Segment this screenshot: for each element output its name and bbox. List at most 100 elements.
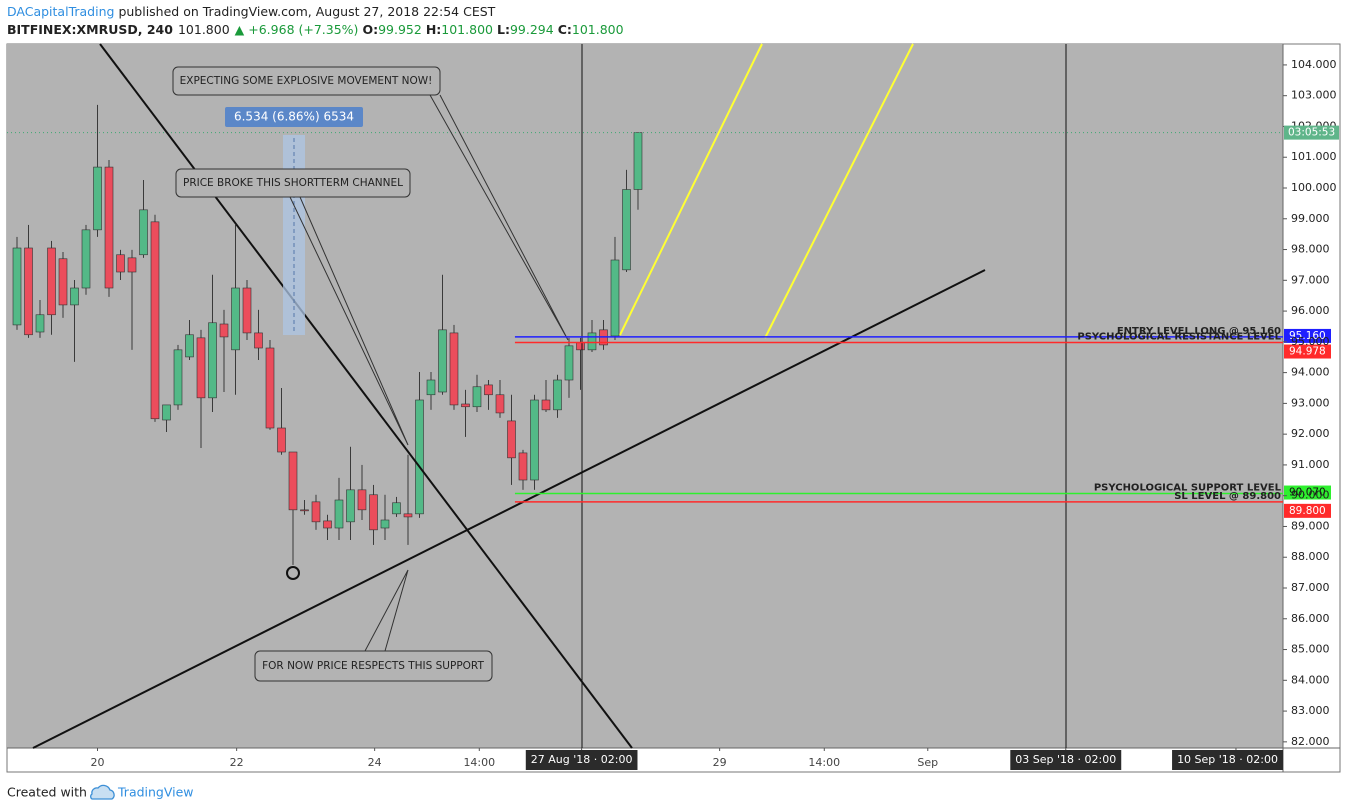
candle-body	[139, 209, 148, 256]
callout-text: FOR NOW PRICE RESPECTS THIS SUPPORT	[262, 660, 484, 672]
candle-body	[357, 489, 367, 511]
y-tick-label: 101.000	[1291, 150, 1337, 163]
candle-body	[564, 345, 574, 381]
candle-body	[633, 132, 643, 190]
candle-body	[553, 379, 562, 411]
support-line	[32, 269, 986, 749]
x-tick-box	[525, 750, 638, 770]
candle-body	[495, 394, 505, 414]
candle-body	[484, 384, 493, 396]
candle-body	[426, 379, 436, 396]
callout-box	[175, 168, 411, 198]
candle-body	[403, 513, 413, 518]
candle-body	[449, 332, 459, 406]
level-label: 94.978	[1289, 346, 1326, 358]
candle-body	[438, 329, 447, 393]
candle-body	[185, 334, 194, 358]
measure-label: 6.534 (6.86%) 6534	[234, 110, 354, 124]
y-tick-label: 90.000	[1291, 489, 1330, 502]
author[interactable]: DACapitalTrading	[7, 4, 114, 19]
y-tick-label: 91.000	[1291, 458, 1330, 471]
published: published on TradingView.com, August 27,…	[118, 4, 495, 19]
level-text: PSYCHOLOGICAL SUPPORT LEVEL	[1094, 483, 1282, 494]
candle-body	[208, 322, 217, 399]
callout-text: PRICE BROKE THIS SHORTTERM CHANNEL	[183, 177, 403, 189]
level-label-box	[1284, 328, 1331, 343]
level-text: ENTRY LEVEL LONG @ 95.160	[1117, 326, 1281, 337]
y-tick-label: 86.000	[1291, 612, 1330, 625]
callout-pointer	[364, 569, 409, 652]
y-tick-label: 95.000	[1291, 335, 1330, 348]
x-tick-box	[1010, 750, 1122, 770]
y-tick-label: 83.000	[1291, 704, 1330, 717]
o-label: O:	[362, 22, 378, 37]
candle-body	[392, 502, 401, 515]
level-label-box	[1284, 503, 1331, 518]
y-tick-label: 94.000	[1291, 366, 1330, 379]
candle-body	[576, 342, 585, 351]
level-label: 90.070	[1289, 487, 1326, 499]
candle-body	[610, 259, 620, 337]
candle-body	[173, 349, 183, 406]
y-tick-label: 99.000	[1291, 212, 1330, 225]
y-tick-label: 100.000	[1291, 181, 1337, 194]
candle-body	[196, 337, 206, 399]
x-tick-label: 14:00	[808, 756, 840, 769]
level-text: PSYCHOLOGICAL RESISTANCE LEVEL	[1077, 332, 1281, 343]
level-label: 95.160	[1289, 330, 1326, 342]
x-tick-label: 20	[91, 756, 105, 769]
candle-body	[150, 221, 160, 420]
level-label: 89.800	[1289, 505, 1326, 517]
y-tick-label: 98.000	[1291, 243, 1330, 256]
candle-body	[323, 520, 332, 529]
candle-body	[81, 229, 91, 289]
candle-body	[93, 166, 102, 231]
candle-body	[58, 258, 68, 306]
x-tick-label: 24	[368, 756, 382, 769]
level-text: SL LEVEL @ 89.800	[1174, 491, 1281, 502]
x-tick-label: 10 Sep '18 · 02:00	[1177, 753, 1278, 766]
channel-line	[99, 43, 633, 749]
candle-body	[265, 347, 275, 429]
candle-body	[530, 399, 539, 481]
candle-body	[116, 254, 125, 273]
c-label: C:	[558, 22, 572, 37]
candle-body	[242, 287, 252, 334]
candle-body	[311, 501, 321, 523]
measure-label-box	[225, 107, 363, 127]
callout-pointer	[289, 196, 409, 446]
symbol: BITFINEX:XMRUSD, 240	[7, 22, 173, 37]
level-label-box	[1284, 344, 1331, 359]
footer-brand[interactable]: TradingView	[117, 785, 194, 800]
publish-line: DACapitalTrading published on TradingView…	[7, 4, 496, 19]
y-tick-label: 89.000	[1291, 519, 1330, 532]
candle-body	[346, 489, 355, 523]
candle-body	[24, 247, 33, 336]
y-tick-label: 92.000	[1291, 427, 1330, 440]
candle-body	[231, 287, 240, 351]
candle-body	[461, 403, 470, 408]
plot	[7, 104, 1283, 565]
projection-line	[619, 43, 763, 336]
y-tick-label: 93.000	[1291, 396, 1330, 409]
x-tick-label: 27 Aug '18 · 02:00	[531, 753, 633, 766]
overlay: ENTRY LEVEL LONG @ 95.160 95.160 PSYCHOLOG…	[514, 326, 1331, 518]
measure-box	[283, 135, 305, 335]
candle-body	[300, 509, 309, 512]
candle-body	[162, 404, 171, 421]
c-value: 101.800	[572, 22, 624, 37]
candle-body	[587, 332, 597, 351]
low-circle	[286, 566, 300, 580]
candle-body	[518, 452, 528, 481]
candle-body	[47, 247, 56, 316]
l-label: L:	[497, 22, 510, 37]
callout-text: EXPECTING SOME EXPLOSIVE MOVEMENT NOW!	[180, 75, 433, 87]
ohlc-line: BITFINEX:XMRUSD, 240 101.800 ▲ +6.968 (+7.…	[7, 22, 624, 37]
l-value: 99.294	[510, 22, 554, 37]
o-value: 99.952	[378, 22, 422, 37]
last-price: 101.800	[178, 22, 230, 37]
footer-logo	[90, 784, 115, 800]
candle-body	[380, 519, 390, 529]
x-tick-label: Sep	[917, 756, 938, 769]
